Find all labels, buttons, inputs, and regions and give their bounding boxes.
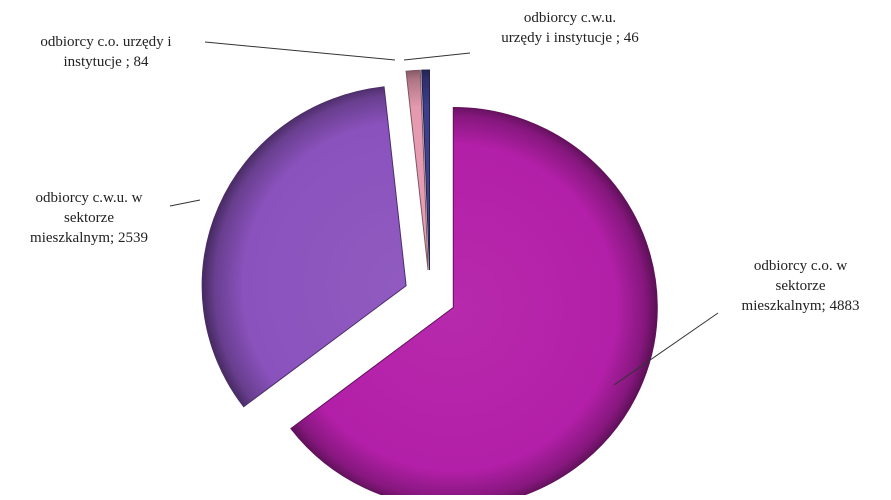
- leader-lines: [169, 41, 719, 386]
- slice-label-cwu-mieszkalnym: odbiorcy c.w.u. w sektorze mieszkalnym; …: [30, 190, 148, 246]
- leader-co-urzedy: [204, 41, 396, 61]
- leader-co-mieszkalnym: [613, 312, 719, 386]
- slice-cwu-urzedy: [421, 69, 431, 271]
- slice-label-co-urzedy: odbiorcy c.o. urzędy i instytucje ; 84: [40, 34, 172, 70]
- slice-co-urzedy: [405, 69, 429, 271]
- leader-cwu-urzedy: [403, 52, 471, 61]
- leader-cwu-mieszkalnym: [169, 199, 201, 207]
- slice-cwu-mieszkalnym: [201, 86, 407, 408]
- slices-layer: [201, 69, 658, 500]
- slice-label-cwu-urzedy: odbiorcy c.w.u. urzędy i instytucje ; 46: [501, 10, 639, 46]
- slice-label-co-mieszkalnym: odbiorcy c.o. w sektorze mieszkalnym; 48…: [741, 258, 860, 314]
